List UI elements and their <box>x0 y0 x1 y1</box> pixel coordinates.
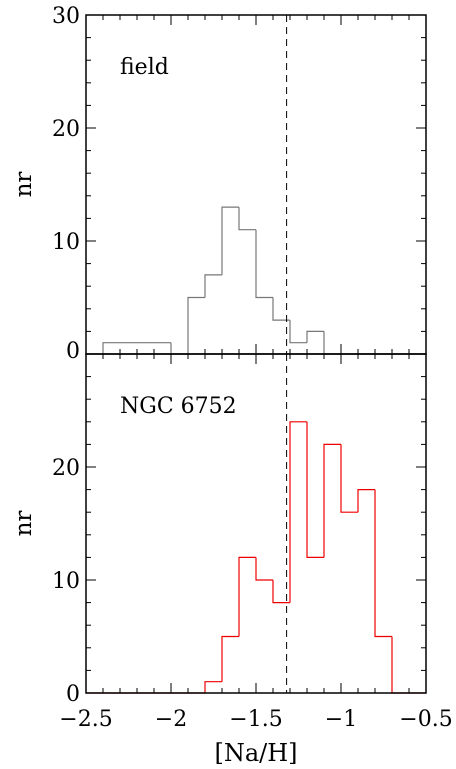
histogram-bin <box>289 320 307 344</box>
histogram-bin <box>221 635 239 682</box>
y-tick-label: 0 <box>66 682 80 707</box>
y-axis-label: nr <box>11 511 37 537</box>
y-tick-label: 20 <box>52 117 80 142</box>
y-tick-label: 0 <box>66 339 80 364</box>
histogram-bin <box>357 489 375 513</box>
panel-annotation: NGC 6752 <box>120 394 237 419</box>
histogram-bin <box>255 557 273 581</box>
histogram-bin <box>272 580 290 604</box>
histogram-bin <box>323 331 341 355</box>
histogram-bin <box>272 297 290 321</box>
histogram-bin <box>221 206 239 275</box>
histogram-bin <box>204 274 222 298</box>
y-tick-label: 20 <box>52 456 80 481</box>
x-axis-label: [Na/H] <box>214 739 297 767</box>
y-tick-label: 30 <box>52 4 80 29</box>
y-axis-label: nr <box>11 172 37 198</box>
plot-frame <box>85 353 427 694</box>
x-tick-label: −0.5 <box>399 707 452 732</box>
histogram-bin <box>306 330 324 343</box>
histogram-bin <box>238 207 256 231</box>
histogram-bin <box>238 556 256 637</box>
histogram-bin <box>102 342 120 354</box>
histogram-bin <box>306 421 324 558</box>
y-tick-label: 10 <box>52 230 80 255</box>
x-tick-label: −2.5 <box>59 707 112 732</box>
x-tick-label: −1.5 <box>229 707 282 732</box>
histogram-bin <box>289 421 307 603</box>
x-tick-label: −2 <box>155 707 187 732</box>
histogram-bin <box>323 443 341 558</box>
histogram-bin <box>374 489 392 638</box>
histogram-bin <box>170 342 188 355</box>
histogram-bin <box>340 444 358 513</box>
histogram-bin <box>204 681 222 693</box>
histogram-bin <box>187 296 205 354</box>
histogram-bin <box>255 229 273 299</box>
x-tick-label: −1 <box>325 707 357 732</box>
y-tick-label: 10 <box>52 569 80 594</box>
histogram-bin <box>391 636 409 694</box>
panel-annotation: field <box>120 55 169 80</box>
